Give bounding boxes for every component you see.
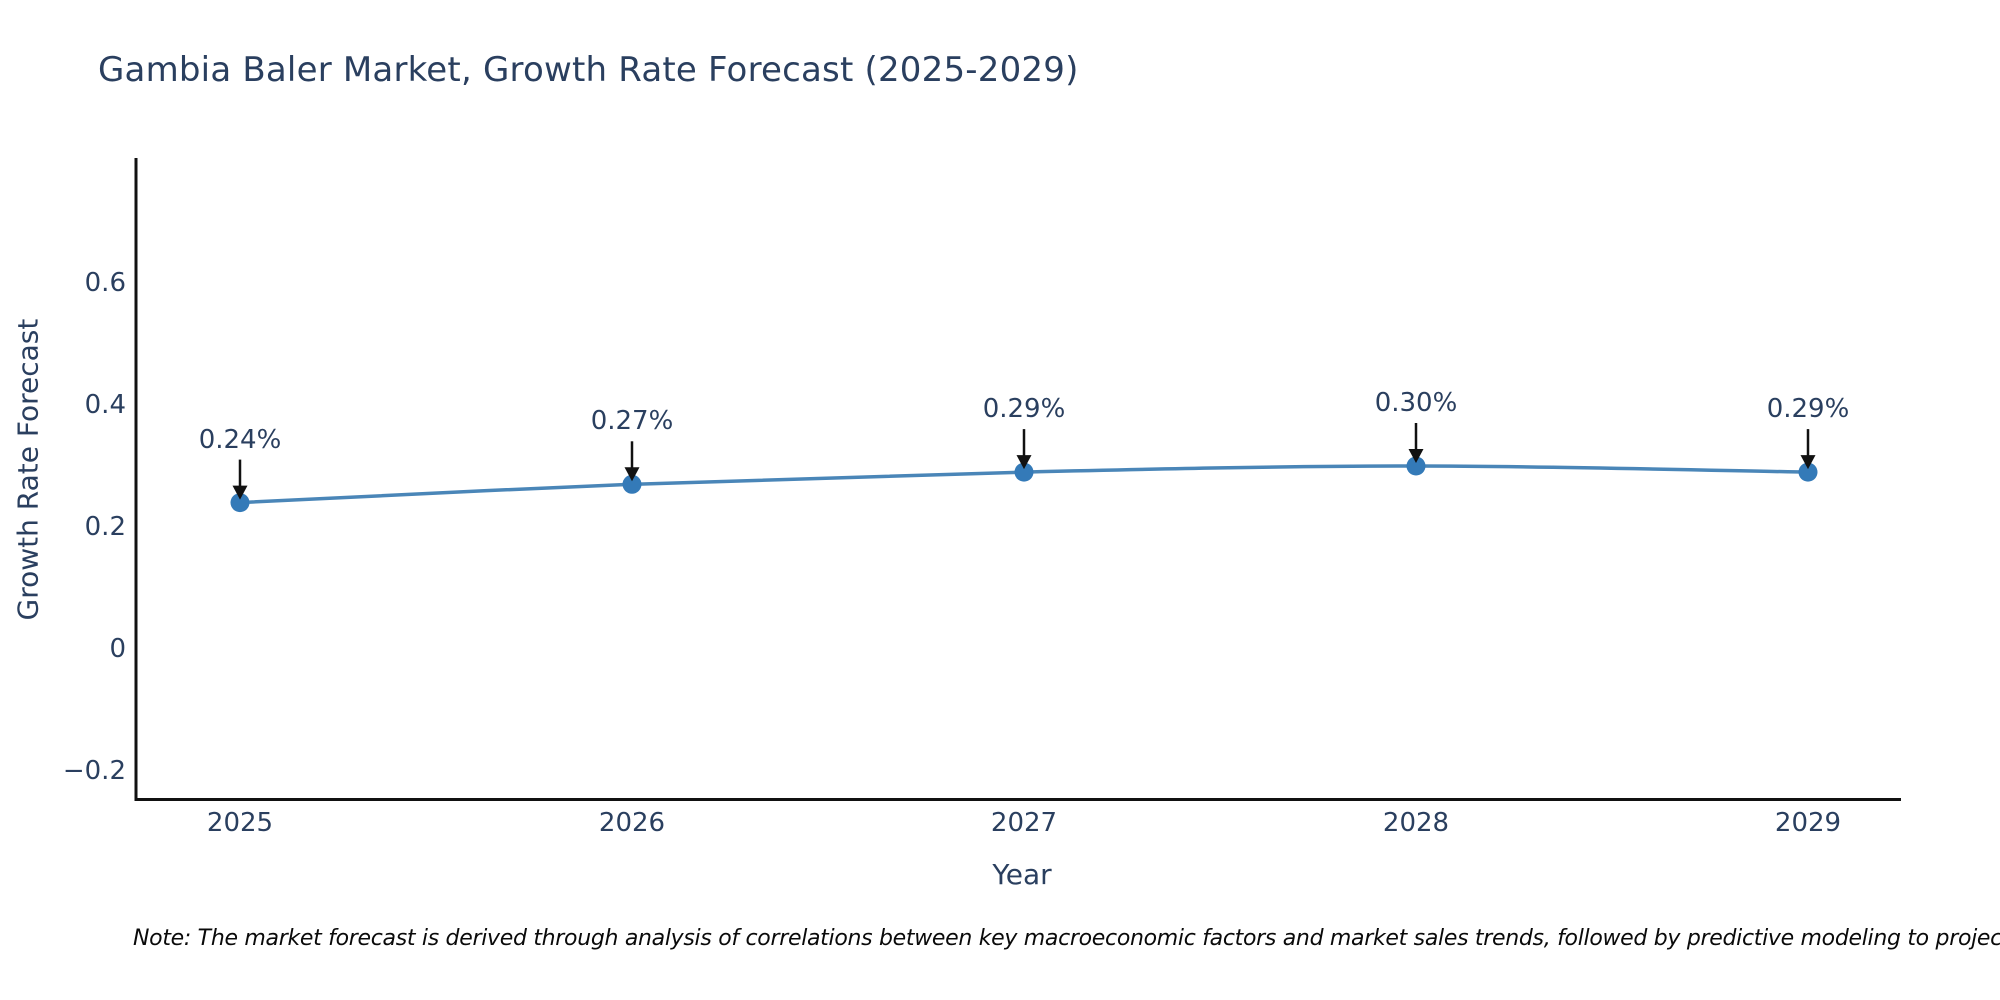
annotation-arrow-head	[1800, 455, 1816, 470]
annotation-arrow-head	[232, 485, 248, 500]
data-point-value-label: 0.30%	[1374, 388, 1458, 418]
annotation-arrow-head	[1016, 455, 1032, 470]
data-point-marker	[1406, 456, 1426, 476]
y-tick-label: 0	[109, 634, 126, 664]
y-tick-label: 0.2	[84, 512, 126, 542]
annotation-arrow-head	[624, 467, 640, 482]
x-tick-label: 2026	[598, 808, 666, 838]
x-tick-label: 2028	[1382, 808, 1450, 838]
y-tick-label: 0.4	[84, 390, 126, 420]
x-tick-label: 2027	[990, 808, 1058, 838]
data-point-value-label: 0.27%	[590, 406, 674, 437]
y-tick-label: −0.2	[62, 756, 126, 786]
data-point-marker	[230, 493, 250, 513]
annotation-arrow-head	[1408, 449, 1424, 463]
data-point-marker	[1014, 462, 1034, 482]
data-point-marker	[622, 474, 642, 494]
data-point-value-label: 0.29%	[1766, 394, 1850, 425]
data-point-marker	[1798, 462, 1818, 482]
chart-title: Gambia Baler Market, Growth Rate Forecas…	[98, 50, 1079, 90]
footnote: Note: The market forecast is derived thr…	[133, 926, 2000, 951]
data-point-value-label: 0.29%	[982, 394, 1066, 425]
y-tick-label: 0.6	[84, 268, 126, 298]
data-point-value-label: 0.24%	[198, 424, 282, 455]
x-tick-label: 2025	[206, 808, 274, 838]
x-axis-title: Year	[992, 858, 1052, 891]
x-tick-label: 2029	[1774, 808, 1842, 838]
